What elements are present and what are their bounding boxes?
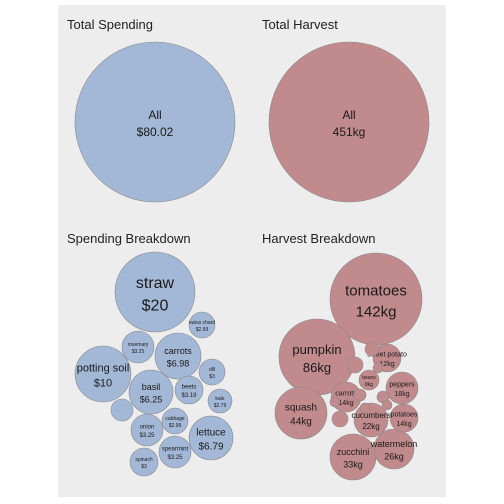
bubble-harvest-breakdown-unlabeled-17	[372, 362, 384, 374]
bubble-spending-breakdown-beets-value: $3.19	[181, 393, 197, 399]
bubble-spending-breakdown-potting-soil-value: $10	[94, 378, 112, 390]
bubble-total-harvest-all	[268, 41, 430, 203]
bubble-total-harvest-all-label: All	[342, 108, 355, 122]
bubble-harvest-breakdown-sweet-potato-label: sweet potato	[367, 351, 407, 358]
bubble-harvest-breakdown-zucchini-label: zucchini	[337, 447, 370, 457]
bubble-spending-breakdown-spinach-value: $3	[141, 464, 147, 470]
bubble-harvest-breakdown-watermelon	[373, 428, 415, 470]
bubble-spending-breakdown-spearmint-label: spearmint	[162, 447, 189, 453]
bubble-spending-breakdown-lettuce-label: lettuce	[196, 428, 226, 439]
bubble-harvest-breakdown-peppers-value: 18kg	[394, 391, 409, 398]
bubble-spending-breakdown-swiss-chard	[188, 311, 216, 339]
bubble-harvest-breakdown-zucchini	[329, 433, 377, 481]
bubble-spending-breakdown-rosemary	[121, 330, 155, 364]
bubble-harvest-breakdown-pumpkin-value: 86kg	[303, 360, 331, 375]
bubble-spending-breakdown-onion-label: onion	[140, 425, 155, 431]
bubble-harvest-breakdown-unlabeled-15	[353, 388, 367, 402]
bubble-spending-breakdown-straw	[114, 251, 196, 333]
bubble-spending-breakdown-beets	[174, 375, 204, 405]
bubble-spending-breakdown-onion	[130, 413, 164, 447]
bubble-spending-breakdown-lettuce	[188, 415, 234, 461]
bubble-spending-breakdown-beets-label: beets	[182, 385, 197, 391]
bubble-spending-breakdown-cabbage-value: $2.99	[169, 423, 182, 429]
bubble-spending-breakdown-carrots-value: $6.98	[167, 358, 190, 368]
bubble-spending-breakdown-kale-label: kale	[215, 396, 224, 402]
bubble-spending-breakdown-cabbage-label: cabbage	[165, 416, 184, 422]
bubble-harvest-breakdown-tomatoes-label: tomatoes	[345, 282, 407, 299]
bubble-spending-breakdown-swiss-chard-value: $2.99	[196, 327, 209, 333]
bubble-harvest-breakdown-unlabeled-18	[359, 402, 371, 414]
bubble-spending-breakdown-spinach-label: spinach	[135, 457, 152, 463]
bubble-spending-breakdown-basil-label: basil	[142, 382, 161, 392]
bubble-spending-breakdown-carrots	[154, 332, 202, 380]
chart-title-harvest-breakdown: Harvest Breakdown	[262, 231, 376, 246]
bubble-harvest-breakdown-tomatoes-value: 142kg	[356, 303, 397, 320]
chart-title-spending-breakdown: Spending Breakdown	[67, 231, 191, 246]
bubble-harvest-breakdown-unlabeled-16	[329, 396, 341, 408]
bubble-total-spending-all	[74, 41, 236, 203]
bubble-harvest-breakdown-unlabeled-13	[364, 341, 380, 357]
bubble-spending-breakdown-spinach	[129, 447, 159, 477]
bubble-harvest-breakdown-potatoes-value: 14kg	[396, 421, 411, 428]
bubble-harvest-breakdown-pumpkin-label: pumpkin	[292, 342, 341, 357]
bubble-spending-breakdown-basil	[128, 369, 174, 415]
bubble-harvest-breakdown-unlabeled-12	[331, 410, 349, 428]
bubble-spending-breakdown-onion-value: $3.25	[139, 433, 155, 439]
bubble-spending-breakdown-straw-label: straw	[136, 275, 175, 292]
bubble-harvest-breakdown-sweet-potato-value: 12kg	[379, 361, 394, 368]
bubble-spending-breakdown-lettuce-value: $6.79	[198, 442, 223, 453]
bubble-harvest-breakdown-beans	[358, 369, 380, 391]
bubble-spending-breakdown-straw-value: $20	[142, 297, 169, 314]
bubble-harvest-breakdown-carrots-value: 14kg	[338, 400, 353, 407]
bubble-spending-breakdown-kale	[207, 388, 233, 414]
bubble-harvest-breakdown-squash-label: squash	[285, 403, 317, 414]
bubble-harvest-breakdown-watermelon-label: watermelon	[370, 439, 418, 449]
bubble-spending-breakdown-swiss-chard-label: swiss chard	[189, 320, 215, 326]
bubble-spending-breakdown-cabbage	[161, 407, 189, 435]
bubble-harvest-breakdown-beans-label: beans	[362, 375, 376, 381]
bubble-spending-breakdown-dill-label: dill	[209, 367, 215, 373]
bubble-spending-breakdown-rosemary-label: rosemary	[128, 342, 149, 348]
bubble-harvest-breakdown-unlabeled-11	[346, 356, 364, 374]
bubble-spending-breakdown-dill	[198, 358, 226, 386]
bubble-spending-breakdown-carrots-label: carrots	[164, 346, 192, 356]
bubble-harvest-breakdown-cucumbers-value: 22kg	[362, 422, 379, 431]
bubble-harvest-breakdown-unlabeled-19	[381, 399, 393, 411]
bubble-spending-breakdown-potting-soil	[74, 345, 132, 403]
bubble-spending-breakdown-spearmint-value: $3.25	[167, 455, 183, 461]
bubble-harvest-breakdown-watermelon-value: 26kg	[384, 451, 404, 461]
bubble-total-spending-all-value: $80.02	[137, 125, 174, 139]
bubble-spending-breakdown-basil-value: $6.25	[140, 394, 163, 404]
bubble-harvest-breakdown-beans-value: 8kg	[365, 382, 373, 388]
bubble-harvest-breakdown-squash-value: 44kg	[290, 417, 312, 428]
bubble-harvest-breakdown-potatoes	[389, 403, 419, 433]
bubble-spending-breakdown-rosemary-value: $3.25	[132, 349, 145, 355]
bubble-harvest-breakdown-carrots-label: carrots	[335, 390, 357, 397]
bubble-spending-breakdown-kale-value: $2.79	[214, 403, 227, 409]
bubble-total-spending-all-label: All	[148, 108, 161, 122]
bubble-harvest-breakdown-squash	[274, 386, 328, 440]
bubble-harvest-breakdown-zucchini-value: 33kg	[343, 459, 363, 469]
bubble-spending-breakdown-unlabeled-14	[110, 398, 134, 422]
bubble-total-harvest-all-value: 451kg	[333, 125, 366, 139]
bubble-spending-breakdown-potting-soil-label: potting soil	[77, 362, 130, 374]
bubble-spending-breakdown-dill-value: $3	[209, 374, 215, 380]
chart-title-total-harvest: Total Harvest	[262, 17, 338, 32]
bubble-harvest-breakdown-cucumbers-label: cucumbers	[351, 411, 390, 420]
chart-title-total-spending: Total Spending	[67, 17, 154, 32]
bubble-harvest-breakdown-peppers-label: peppers	[389, 381, 415, 388]
bubble-harvest-breakdown-potatoes-label: potatoes	[391, 411, 418, 418]
bubble-spending-breakdown-spearmint	[158, 435, 192, 469]
